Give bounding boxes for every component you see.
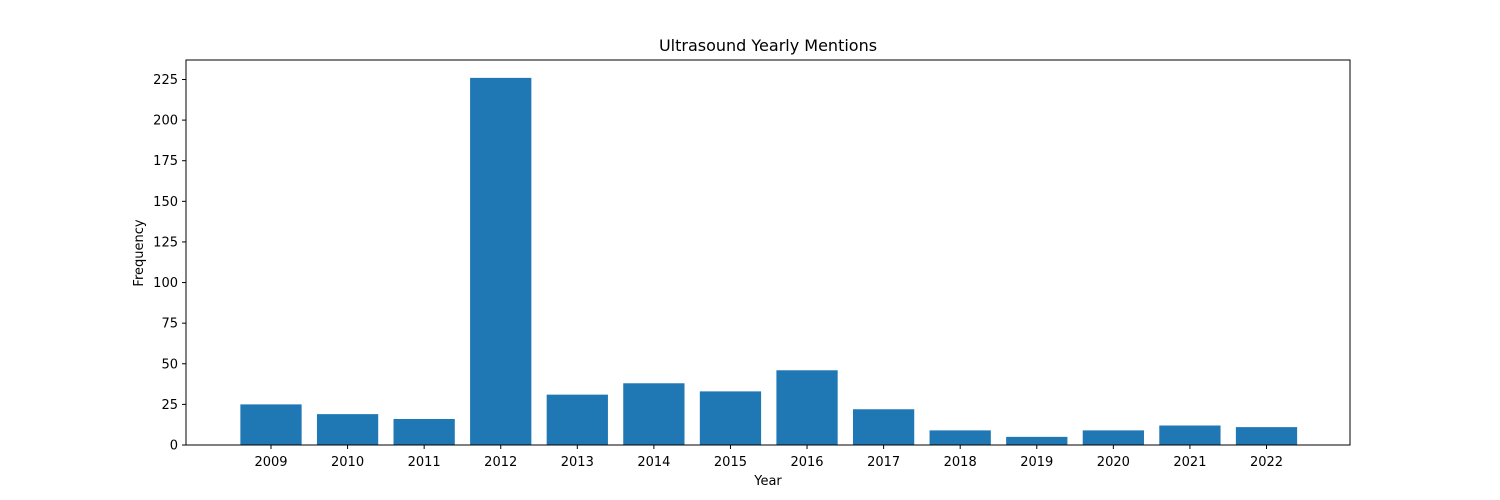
- x-tick-label-2021: 2021: [1173, 455, 1206, 470]
- x-tick-label-2017: 2017: [867, 455, 900, 470]
- y-tick-label-125: 125: [153, 235, 178, 250]
- bar-2011: [393, 419, 455, 445]
- x-tick-label-2018: 2018: [944, 455, 977, 470]
- x-tick-label-2010: 2010: [331, 455, 364, 470]
- y-tick-label-50: 50: [161, 357, 178, 372]
- bar-2012: [470, 77, 532, 446]
- y-tick-label-75: 75: [161, 317, 178, 332]
- x-tick-label-2013: 2013: [561, 455, 594, 470]
- y-tick-label-0: 0: [170, 439, 178, 454]
- y-tick-label-175: 175: [153, 154, 178, 169]
- bar-2018: [929, 430, 991, 445]
- x-tick-label-2019: 2019: [1020, 455, 1053, 470]
- bar-2019: [1006, 436, 1068, 445]
- x-tick-label-2016: 2016: [790, 455, 823, 470]
- bar-2016: [776, 370, 838, 445]
- x-tick-label-2009: 2009: [254, 455, 287, 470]
- bar-2015: [699, 391, 762, 445]
- bar-2022: [1235, 427, 1298, 445]
- x-tick-label-2022: 2022: [1250, 455, 1283, 470]
- x-tick-label-2012: 2012: [484, 455, 517, 470]
- bar-2009: [240, 404, 302, 445]
- x-axis-label: Year: [753, 474, 782, 489]
- x-tick-label-2014: 2014: [637, 455, 670, 470]
- plot-frame: [185, 59, 1351, 446]
- bars-layer: [240, 77, 1298, 446]
- x-tick-label-2020: 2020: [1097, 455, 1130, 470]
- y-tick-label-225: 225: [153, 73, 178, 88]
- x-axis-ticks: 2009 2010 2011 2012 2013 2014 2015 2016 2017 2018…: [254, 445, 1283, 470]
- bar-2017: [852, 409, 915, 445]
- bar-2021: [1159, 425, 1221, 445]
- x-tick-label-2011: 2011: [408, 455, 441, 470]
- y-axis-ticks: 0 25 50 75 100 125 150 175 200 225: [153, 73, 186, 454]
- bar-2013: [546, 394, 608, 445]
- bar-2014: [623, 383, 685, 445]
- x-tick-label-2015: 2015: [714, 455, 747, 470]
- bar-2010: [316, 414, 379, 445]
- bar-2020: [1082, 430, 1144, 445]
- y-tick-label-150: 150: [153, 195, 178, 210]
- y-axis-label: Frequency: [132, 219, 147, 286]
- y-tick-label-25: 25: [161, 398, 178, 413]
- y-tick-label-200: 200: [153, 114, 178, 129]
- chart-title: Ultrasound Yearly Mentions: [659, 36, 877, 55]
- y-tick-label-100: 100: [153, 276, 178, 291]
